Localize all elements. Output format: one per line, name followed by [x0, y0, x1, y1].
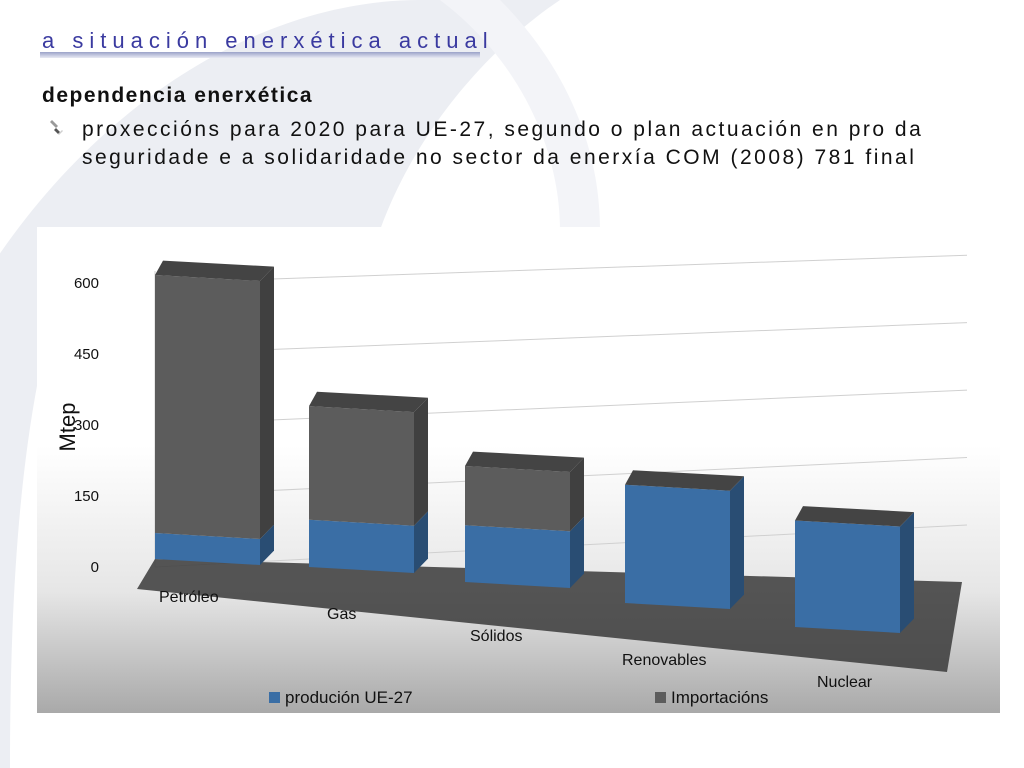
legend-swatch — [269, 692, 280, 703]
category-label: Gas — [327, 606, 356, 623]
y-tick-label: 150 — [74, 488, 99, 505]
y-axis-label: Mtep — [55, 403, 80, 452]
bar-top-Sólidos — [465, 451, 584, 472]
chart-floor — [137, 559, 962, 672]
bar-front — [625, 484, 730, 609]
bar-side — [570, 457, 584, 532]
chart-area: 0 150 300 450 600 Mtep Petróleo Gas Sólidos Renov… — [37, 227, 1000, 713]
bar-front — [795, 520, 900, 633]
title-underline — [40, 52, 480, 58]
bar-Nuclear-produción UE-27 — [795, 512, 914, 633]
category-label: Sólidos — [470, 628, 522, 645]
bar-Petróleo-produción UE-27 — [155, 524, 274, 565]
bar-Sólidos-Importacións — [465, 457, 584, 532]
legend-label: produción UE-27 — [285, 688, 413, 707]
bar-side — [260, 524, 274, 565]
bar-front — [155, 533, 260, 565]
category-label: Nuclear — [817, 674, 873, 691]
bar-front — [465, 525, 570, 588]
bar-front — [309, 406, 414, 526]
bar-side — [730, 476, 744, 609]
bar-top-Gas — [309, 391, 428, 413]
category-label: Petróleo — [159, 589, 219, 606]
gridline-2 — [154, 389, 968, 426]
legend-swatch — [655, 692, 666, 703]
category-label: Renovables — [622, 652, 707, 669]
gridline-4 — [154, 254, 968, 284]
bar-Gas-Importacións — [309, 397, 428, 526]
legend: produción UE-27 Importacións — [269, 688, 768, 707]
bar-side — [414, 511, 428, 573]
stacked-bar-chart: 0 150 300 450 600 Mtep Petróleo Gas Sólidos Renov… — [55, 254, 968, 707]
bar-front — [309, 519, 414, 573]
slide-title: a situación enerxética actual — [42, 28, 494, 53]
bar-top-Nuclear — [795, 506, 914, 527]
bar-Petróleo-Importacións — [155, 266, 274, 539]
bar-Gas-produción UE-27 — [309, 511, 428, 573]
bar-front — [155, 275, 260, 539]
bar-Sólidos-produción UE-27 — [465, 516, 584, 588]
bar-front — [465, 466, 570, 532]
y-tick-label: 0 — [91, 559, 99, 576]
slide-subtitle: dependencia enerxética — [42, 84, 314, 107]
y-tick-label: 300 — [74, 417, 99, 434]
bar-top-Renovables — [625, 470, 744, 491]
bars — [155, 260, 914, 633]
bar-side — [260, 266, 274, 539]
bar-side — [570, 516, 584, 588]
bullet-text: proxeccións para 2020 para UE-27, segund… — [82, 118, 924, 169]
y-tick-labels: 0 150 300 450 600 — [74, 275, 99, 576]
bullet-icon — [50, 120, 63, 135]
bar-side — [414, 397, 428, 526]
bar-top-Petróleo — [155, 260, 274, 281]
legend-label: Importacións — [671, 688, 768, 707]
gridline-3 — [154, 322, 968, 355]
bar-side — [900, 512, 914, 633]
y-tick-label: 450 — [74, 346, 99, 363]
category-labels: Petróleo Gas Sólidos Renovables Nuclear — [159, 589, 873, 691]
y-tick-label: 600 — [74, 275, 99, 292]
bar-Renovables-produción UE-27 — [625, 476, 744, 609]
